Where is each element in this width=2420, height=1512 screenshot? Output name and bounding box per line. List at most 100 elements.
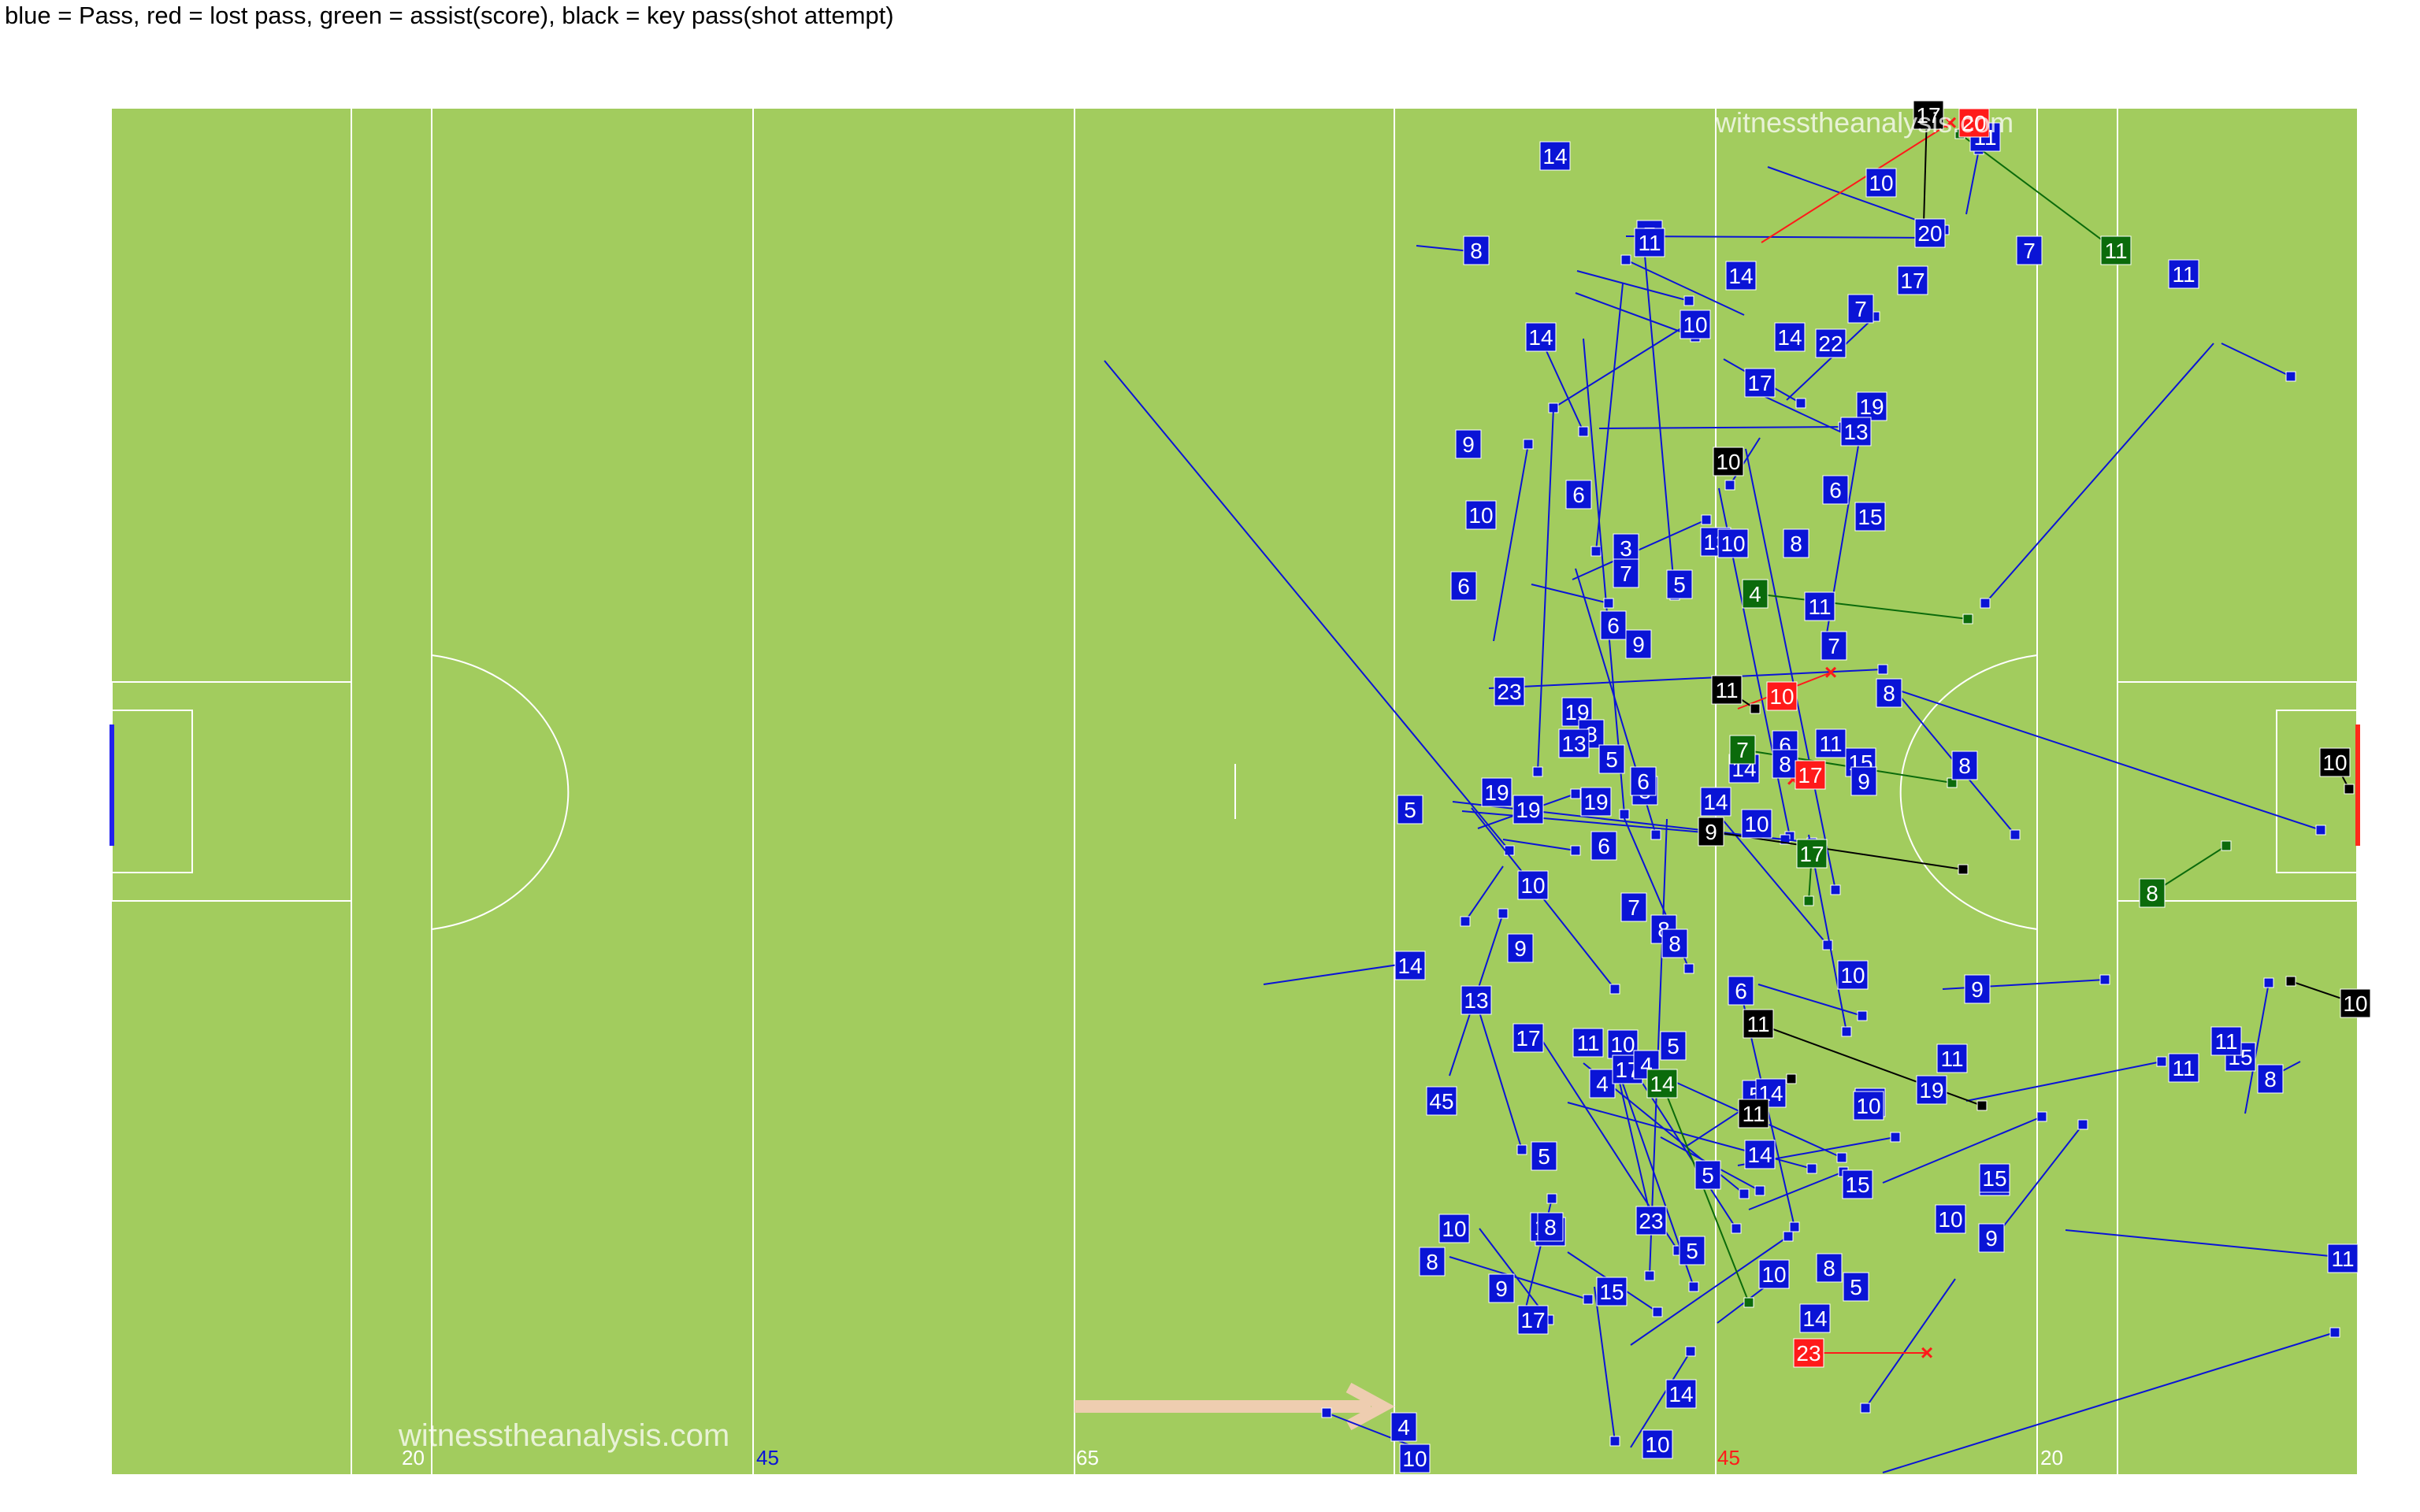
marker-box bbox=[1525, 322, 1557, 352]
marker-box bbox=[1914, 218, 1946, 248]
player-marker-pass: 8 bbox=[1537, 1212, 1564, 1242]
pass-end-dot bbox=[1523, 439, 1534, 450]
marker-box bbox=[1660, 1031, 1687, 1061]
player-marker-pass: 20 bbox=[1914, 218, 1946, 248]
distance-label: 65 bbox=[1076, 1446, 1099, 1469]
player-marker-pass: 5 bbox=[1531, 1141, 1557, 1171]
player-marker-lost: 23 bbox=[1793, 1338, 1824, 1368]
marker-box bbox=[1698, 817, 1724, 847]
pass-line-pass bbox=[1882, 1332, 2336, 1473]
marker-box bbox=[1488, 1273, 1515, 1303]
marker-box bbox=[1565, 480, 1592, 510]
pass-end-dot bbox=[1976, 1100, 1988, 1111]
marker-box bbox=[2210, 1026, 2242, 1056]
pass-line-pass bbox=[2065, 1229, 2339, 1258]
player-number: 4 bbox=[1397, 1415, 1410, 1440]
player-number: 14 bbox=[1397, 954, 1422, 978]
marker-box bbox=[2139, 878, 2166, 908]
marker-box bbox=[1450, 571, 1477, 601]
player-number: 15 bbox=[1858, 505, 1882, 529]
pass-end-dot bbox=[2099, 974, 2110, 985]
player-marker-pass: 10 bbox=[1717, 528, 1749, 558]
player-marker-pass: 10 bbox=[1837, 960, 1869, 990]
marker-box bbox=[1596, 1277, 1628, 1306]
pass-line-pass bbox=[1745, 448, 1836, 891]
player-number: 9 bbox=[1705, 820, 1717, 844]
pass-end-dot bbox=[1460, 916, 1471, 927]
pass-line-pass bbox=[1865, 1278, 1956, 1409]
marker-box bbox=[1642, 1429, 1673, 1459]
player-number: 14 bbox=[1542, 144, 1567, 169]
marker-box bbox=[1426, 1086, 1457, 1116]
player-number: 6 bbox=[1637, 769, 1650, 794]
marker-box bbox=[1793, 1338, 1824, 1368]
player-marker-pass: 3 bbox=[1613, 533, 1639, 563]
player-number: 15 bbox=[1982, 1166, 2006, 1191]
pass-end-dot bbox=[1546, 1193, 1557, 1204]
player-number: 20 bbox=[1962, 111, 1986, 135]
player-marker-pass: 8 bbox=[1463, 235, 1490, 265]
marker-box bbox=[1795, 760, 1826, 790]
pass-end-dot bbox=[1683, 295, 1694, 306]
player-marker-pass: 19 bbox=[1856, 391, 1887, 421]
pass-line-assist bbox=[1661, 1083, 1750, 1303]
player-number: 17 bbox=[1916, 103, 1940, 128]
legend-caption: blue = Pass, red = lost pass, green = as… bbox=[5, 2, 894, 29]
marker-box bbox=[1558, 728, 1590, 758]
pitch-labels: witnesstheanalysis.com witnesstheanalysis… bbox=[398, 106, 2063, 1469]
pass-end-dot bbox=[1786, 1073, 1797, 1084]
pass-line-pass bbox=[1999, 1124, 2084, 1232]
player-number: 14 bbox=[1650, 1072, 1674, 1096]
player-number: 9 bbox=[1985, 1226, 1998, 1251]
marker-box bbox=[1399, 1443, 1431, 1473]
marker-box bbox=[2168, 259, 2199, 289]
player-number: 10 bbox=[1938, 1207, 1962, 1232]
player-marker-pass: 22 bbox=[1815, 328, 1847, 358]
player-number: 45 bbox=[1429, 1089, 1453, 1114]
player-number: 8 bbox=[1958, 754, 1971, 778]
pass-line-pass bbox=[1729, 437, 1761, 486]
marker-box bbox=[1936, 1043, 1968, 1073]
player-number: 5 bbox=[1605, 747, 1618, 772]
pass-line-pass bbox=[1751, 390, 1847, 435]
marker-box bbox=[1390, 1412, 1417, 1442]
marker-box bbox=[1840, 417, 1872, 447]
pass-line-pass bbox=[1263, 963, 1405, 985]
player-marker-pass: 11 bbox=[1572, 1028, 1604, 1058]
pass-end-dot bbox=[2285, 371, 2296, 382]
pass-end-dot bbox=[2156, 1056, 2167, 1067]
player-number: 10 bbox=[1761, 1262, 1786, 1287]
player-marker-assist: 4 bbox=[1742, 579, 1769, 609]
marker-box bbox=[1766, 681, 1798, 711]
marker-box bbox=[1531, 1141, 1557, 1171]
player-marker-pass: 14 bbox=[1394, 951, 1426, 980]
pass-line-pass bbox=[1882, 684, 2322, 831]
marker-box bbox=[1666, 569, 1693, 599]
player-marker-pass: 8 bbox=[2257, 1064, 2284, 1094]
player-number: 7 bbox=[1854, 297, 1867, 321]
player-number: 11 bbox=[2172, 1056, 2195, 1080]
marker-box bbox=[1580, 787, 1612, 817]
player-number: 6 bbox=[1598, 834, 1610, 858]
player-number: 6 bbox=[1735, 979, 1747, 1003]
pass-end-dot bbox=[1962, 613, 1973, 624]
player-marker-pass: 14 bbox=[1700, 787, 1731, 817]
marker-box bbox=[1438, 1214, 1470, 1243]
marker-box bbox=[1796, 839, 1828, 869]
marker-box bbox=[1397, 795, 1423, 825]
pass-line-pass bbox=[1598, 426, 1844, 429]
player-marker-pass: 6 bbox=[1822, 475, 1849, 505]
player-marker-pass: 5 bbox=[1598, 744, 1625, 774]
player-number: 6 bbox=[1607, 613, 1620, 638]
right-goal bbox=[2355, 724, 2360, 846]
player-number: 6 bbox=[1572, 483, 1585, 507]
player-number: 10 bbox=[1840, 963, 1865, 988]
pass-end-dot bbox=[1860, 1403, 1871, 1414]
player-marker-pass: 9 bbox=[1507, 933, 1534, 963]
player-number: 23 bbox=[1639, 1209, 1663, 1233]
player-number: 4 bbox=[1596, 1072, 1609, 1096]
player-marker-pass: 14 bbox=[1539, 141, 1571, 171]
player-marker-pass: 6 bbox=[1600, 610, 1627, 640]
player-number: 11 bbox=[1638, 231, 1661, 255]
player-marker-pass: 17 bbox=[1517, 1305, 1549, 1335]
